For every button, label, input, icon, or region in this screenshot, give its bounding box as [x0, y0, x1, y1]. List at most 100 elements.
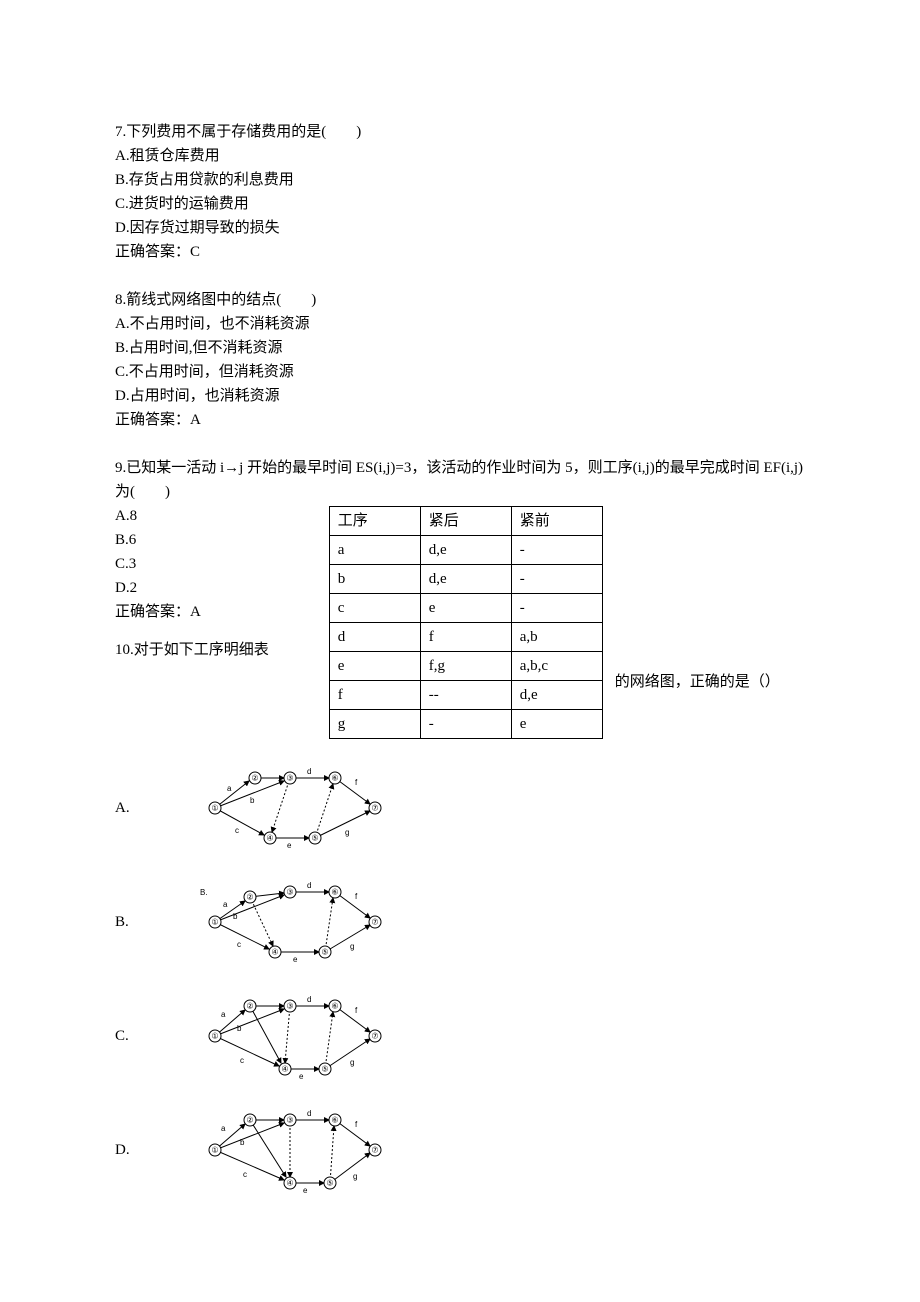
svg-text:①: ① [211, 1032, 218, 1041]
svg-text:b: b [233, 912, 238, 921]
question-10-stem-row: 10.对于如下工序明细表 [115, 638, 269, 662]
question-8-answer: 正确答案：A [115, 408, 805, 432]
svg-text:f: f [355, 1006, 358, 1015]
table-row: f--d,e [329, 681, 602, 710]
question-7-answer: 正确答案：C [115, 240, 805, 264]
question-9-answer: 正确答案：A [115, 600, 269, 624]
table-row: ad,e- [329, 536, 602, 565]
svg-text:④: ④ [281, 1065, 288, 1074]
question-8-option-a: A.不占用时间，也不消耗资源 [115, 312, 805, 336]
svg-text:①: ① [211, 1146, 218, 1155]
svg-text:③: ③ [286, 1002, 293, 1011]
question-7-option-b: B.存货占用贷款的利息费用 [115, 168, 805, 192]
table-row: ce- [329, 594, 602, 623]
question-10-stem-post: 的网络图，正确的是（） [615, 670, 780, 694]
svg-text:⑦: ⑦ [371, 1032, 378, 1041]
svg-text:b: b [237, 1024, 242, 1033]
svg-text:②: ② [246, 1116, 253, 1125]
svg-text:d: d [307, 767, 311, 776]
question-8-stem: 8.箭线式网络图中的结点( ) [115, 288, 805, 312]
question-10-option-c-label: C. [115, 1024, 195, 1048]
svg-text:e: e [287, 841, 292, 850]
question-10-diagrams: A. a b c d e f g ① ② ③ ④ ⑤ ⑥ ⑦ B. B. [115, 763, 805, 1195]
process-spec-table: 工序 紧后 紧前 ad,e- bd,e- ce- dfa,b ef,ga,b,c… [329, 504, 603, 739]
question-8-option-b: B.占用时间,但不消耗资源 [115, 336, 805, 360]
svg-text:④: ④ [271, 948, 278, 957]
svg-text:a: a [221, 1124, 226, 1133]
svg-text:f: f [355, 1120, 358, 1129]
question-9-option-c: C.3 [115, 552, 269, 576]
svg-text:e: e [303, 1186, 308, 1195]
question-9-stem: 9.已知某一活动 i→j 开始的最早时间 ES(i,j)=3，该活动的作业时间为… [115, 456, 805, 504]
svg-text:⑦: ⑦ [371, 1146, 378, 1155]
question-10-stem-pre: 10.对于如下工序明细表 [115, 638, 269, 662]
question-10-option-a-row: A. a b c d e f g ① ② ③ ④ ⑤ ⑥ ⑦ [115, 763, 805, 853]
svg-text:⑥: ⑥ [331, 1116, 338, 1125]
svg-text:②: ② [246, 1002, 253, 1011]
svg-text:c: c [235, 826, 239, 835]
svg-text:d: d [307, 995, 311, 1004]
svg-text:b: b [250, 796, 255, 805]
svg-text:f: f [355, 892, 358, 901]
question-10-option-d-label: D. [115, 1138, 195, 1162]
network-diagram-d: a b c d e f g ① ② ③ ④ ⑤ ⑥ ⑦ [195, 1105, 395, 1195]
svg-text:⑥: ⑥ [331, 1002, 338, 1011]
svg-text:①: ① [211, 804, 218, 813]
network-diagram-b: B. a b c d e f g ① ② ③ ④ ⑤ ⑥ ⑦ [195, 877, 395, 967]
svg-text:a: a [223, 900, 228, 909]
svg-text:①: ① [211, 918, 218, 927]
svg-text:②: ② [246, 893, 253, 902]
question-8-option-d: D.占用时间，也消耗资源 [115, 384, 805, 408]
table-row: 工序 紧后 紧前 [329, 507, 602, 536]
svg-text:③: ③ [286, 774, 293, 783]
svg-text:⑤: ⑤ [321, 1065, 328, 1074]
svg-text:f: f [355, 778, 358, 787]
svg-text:⑤: ⑤ [321, 948, 328, 957]
svg-text:d: d [307, 1109, 311, 1118]
svg-text:⑤: ⑤ [311, 834, 318, 843]
table-header-successor: 紧后 [420, 507, 511, 536]
question-9: 9.已知某一活动 i→j 开始的最早时间 ES(i,j)=3，该活动的作业时间为… [115, 456, 805, 739]
svg-text:②: ② [251, 774, 258, 783]
table-row: bd,e- [329, 565, 602, 594]
question-8: 8.箭线式网络图中的结点( ) A.不占用时间，也不消耗资源 B.占用时间,但不… [115, 288, 805, 432]
question-7: 7.下列费用不属于存储费用的是( ) A.租赁仓库费用 B.存货占用贷款的利息费… [115, 120, 805, 264]
question-10-option-b-label: B. [115, 910, 195, 934]
svg-text:c: c [243, 1170, 247, 1179]
svg-text:a: a [221, 1010, 226, 1019]
network-diagram-a: a b c d e f g ① ② ③ ④ ⑤ ⑥ ⑦ [195, 763, 395, 853]
svg-text:B.: B. [200, 888, 208, 897]
svg-text:g: g [353, 1172, 357, 1181]
svg-text:③: ③ [286, 888, 293, 897]
svg-text:e: e [299, 1072, 304, 1081]
network-diagram-c: a b c d e f g ① ② ③ ④ ⑤ ⑥ ⑦ [195, 991, 395, 1081]
svg-text:⑤: ⑤ [326, 1179, 333, 1188]
svg-text:e: e [293, 955, 298, 964]
svg-text:c: c [240, 1056, 244, 1065]
svg-text:g: g [345, 828, 349, 837]
svg-text:⑥: ⑥ [331, 888, 338, 897]
question-7-option-d: D.因存货过期导致的损失 [115, 216, 805, 240]
svg-text:g: g [350, 942, 354, 951]
svg-text:⑦: ⑦ [371, 804, 378, 813]
table-row: dfa,b [329, 623, 602, 652]
question-8-option-c: C.不占用时间，但消耗资源 [115, 360, 805, 384]
svg-text:g: g [350, 1058, 354, 1067]
question-10-option-d-row: D. a b c d e f g ① ② ③ ④ ⑤ ⑥ ⑦ [115, 1105, 805, 1195]
table-row: g-e [329, 710, 602, 739]
svg-text:④: ④ [266, 834, 273, 843]
svg-text:a: a [227, 784, 232, 793]
question-10-option-c-row: C. a b c d e f g ① ② ③ ④ ⑤ ⑥ ⑦ [115, 991, 805, 1081]
svg-text:③: ③ [286, 1116, 293, 1125]
svg-text:b: b [240, 1138, 245, 1147]
svg-text:c: c [237, 940, 241, 949]
question-9-option-d: D.2 [115, 576, 269, 600]
question-7-stem: 7.下列费用不属于存储费用的是( ) [115, 120, 805, 144]
svg-text:⑦: ⑦ [371, 918, 378, 927]
svg-text:⑥: ⑥ [331, 774, 338, 783]
question-10-option-b-row: B. B. a b c d e f g ① ② ③ ④ ⑤ ⑥ ⑦ [115, 877, 805, 967]
svg-text:④: ④ [286, 1179, 293, 1188]
question-9-option-a: A.8 [115, 504, 269, 528]
question-10-option-a-label: A. [115, 796, 195, 820]
svg-text:d: d [307, 881, 311, 890]
